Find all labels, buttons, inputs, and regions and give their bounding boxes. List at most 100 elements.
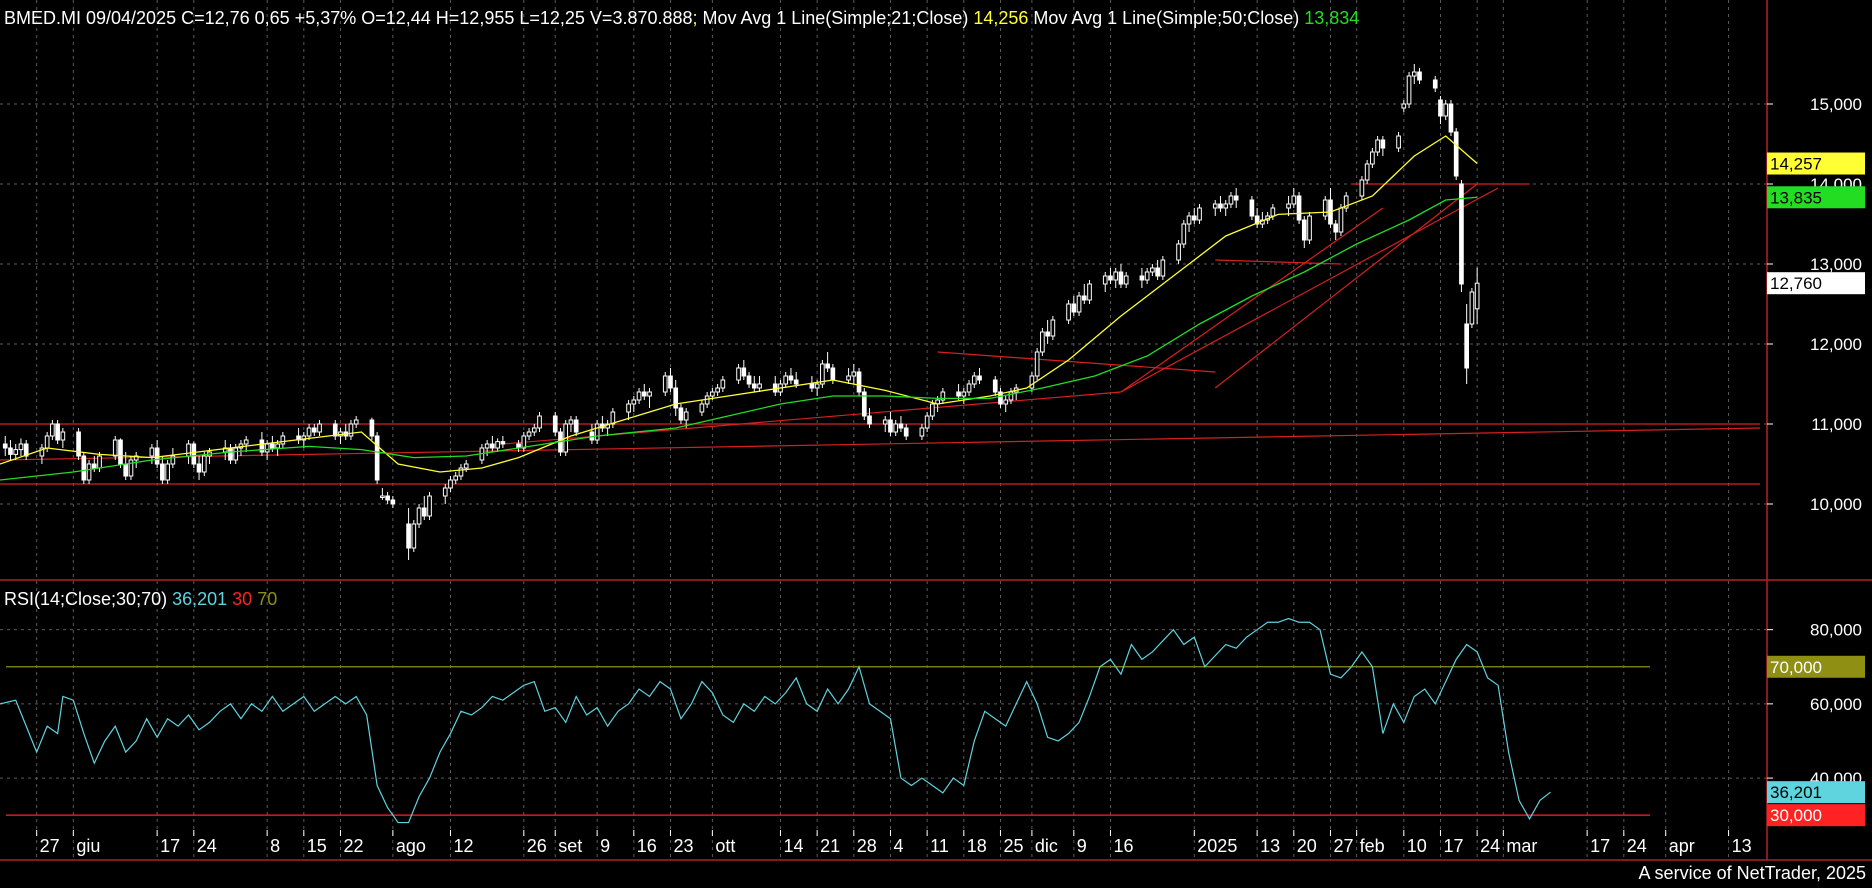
candle-body-down	[228, 447, 233, 461]
candle-body-down	[191, 443, 197, 465]
y-tick-label: 12,000	[1810, 335, 1862, 354]
candle-body-up	[453, 475, 459, 481]
candle-body-up	[1160, 259, 1166, 277]
last-close-label-box	[1767, 272, 1865, 295]
candle-body-up	[1411, 71, 1417, 77]
x-tick-label: dic	[1035, 836, 1058, 856]
x-tick-label: 22	[343, 836, 363, 856]
candle-body-down	[1448, 103, 1454, 133]
candle-body-up	[1102, 275, 1108, 285]
candle-body-down	[678, 407, 684, 421]
candle-body-down	[259, 439, 265, 453]
candle-body-up	[662, 375, 668, 393]
candle-body-up	[97, 455, 102, 469]
candle-body-down	[1081, 295, 1087, 301]
candle-body-up	[1197, 207, 1202, 221]
candle-body-down	[1464, 323, 1470, 369]
candle-body-up	[1406, 75, 1412, 105]
y-tick-label: 60,000	[1810, 695, 1862, 714]
candle-body-up	[1474, 282, 1480, 310]
candle-body-up	[484, 443, 490, 449]
candle-body-down	[81, 455, 87, 481]
candle-body-up	[626, 403, 631, 413]
credit-text: A service of NetTrader, 2025	[1638, 863, 1866, 883]
rsi-line	[0, 617, 1551, 824]
candle-body-up	[1176, 243, 1181, 261]
y-tick-label: 13,000	[1810, 255, 1862, 274]
candle-body-down	[500, 441, 506, 445]
candle-body-up	[699, 403, 705, 413]
candle-body-up	[961, 391, 967, 397]
candle-body-up	[264, 443, 270, 453]
candle-body-down	[1139, 275, 1145, 281]
candle-body-up	[1370, 151, 1375, 165]
candle-body-up	[39, 447, 45, 457]
candle-body-up	[1469, 291, 1475, 325]
candle-body-up	[201, 455, 207, 473]
candle-body-up	[710, 391, 715, 397]
candle-body-up	[280, 435, 286, 445]
candle-body-down	[751, 383, 757, 389]
candle-body-up	[1181, 223, 1187, 245]
candle-body-down	[1459, 183, 1464, 285]
candle-body-down	[809, 383, 815, 389]
candle-body-down	[385, 495, 390, 501]
candle-body-down	[746, 375, 752, 385]
ma21-label: Mov Avg 1 Line(Simple;21;Close)	[698, 8, 974, 28]
candle-body-up	[1270, 207, 1276, 217]
x-tick-label: 14	[783, 836, 803, 856]
x-tick-label: 17	[1443, 836, 1463, 856]
rsi-label: RSI(14;Close;30;70)	[4, 589, 172, 609]
candle-body-down	[992, 379, 998, 393]
candle-body-up	[1076, 295, 1082, 313]
x-tick-label: 13	[1260, 836, 1280, 856]
x-tick-label: 25	[1003, 836, 1023, 856]
candle-body-up	[60, 431, 66, 441]
candle-body-down	[390, 499, 396, 505]
candle-body-up	[631, 399, 637, 405]
rsi-high-value: 70	[257, 589, 277, 609]
candle-body-up	[720, 379, 726, 389]
candle-body-up	[1212, 203, 1218, 209]
candle-body-up	[1223, 203, 1229, 209]
candle-body-down	[998, 391, 1003, 405]
trendlines	[0, 183, 1761, 485]
candle-body-down	[741, 367, 747, 377]
x-tick-label: 21	[820, 836, 840, 856]
candle-body-down	[196, 463, 202, 473]
candle-body-up	[112, 439, 118, 457]
x-tick-label: 24	[1627, 836, 1647, 856]
candle-body-down	[76, 431, 81, 457]
candle-body-down	[23, 443, 29, 457]
candle-body-down	[1301, 219, 1307, 241]
candle-body-down	[490, 443, 495, 449]
candle-body-up	[531, 427, 537, 433]
x-tick-label: ago	[396, 836, 426, 856]
x-tick-label: feb	[1360, 836, 1385, 856]
rsi-70-label-box	[1767, 655, 1865, 678]
x-tick-label: 4	[893, 836, 903, 856]
trendline	[1120, 187, 1499, 393]
ma50-axis-label-text: 13,835	[1770, 188, 1822, 207]
x-tick-label: 24	[1480, 836, 1500, 856]
candle-body-up	[610, 411, 616, 425]
candle-body-down	[825, 363, 830, 369]
candle-body-down	[788, 375, 794, 381]
x-tick-label: 27	[40, 836, 60, 856]
candle-body-up	[1087, 283, 1092, 301]
trendline	[1120, 207, 1384, 393]
candle-body-down	[956, 391, 961, 397]
candle-body-down	[1191, 215, 1197, 221]
candle-body-up	[301, 435, 307, 441]
rsi-30-label-box	[1767, 804, 1865, 827]
candle-body-up	[1338, 207, 1344, 233]
candle-body-up	[86, 463, 92, 481]
candle-body-down	[2, 443, 8, 449]
candle-body-down	[1254, 215, 1260, 225]
candle-body-down	[903, 427, 909, 437]
candle-body-up	[1029, 375, 1035, 389]
x-tick-label: 11	[930, 836, 949, 856]
x-tick-label: 26	[527, 836, 547, 856]
